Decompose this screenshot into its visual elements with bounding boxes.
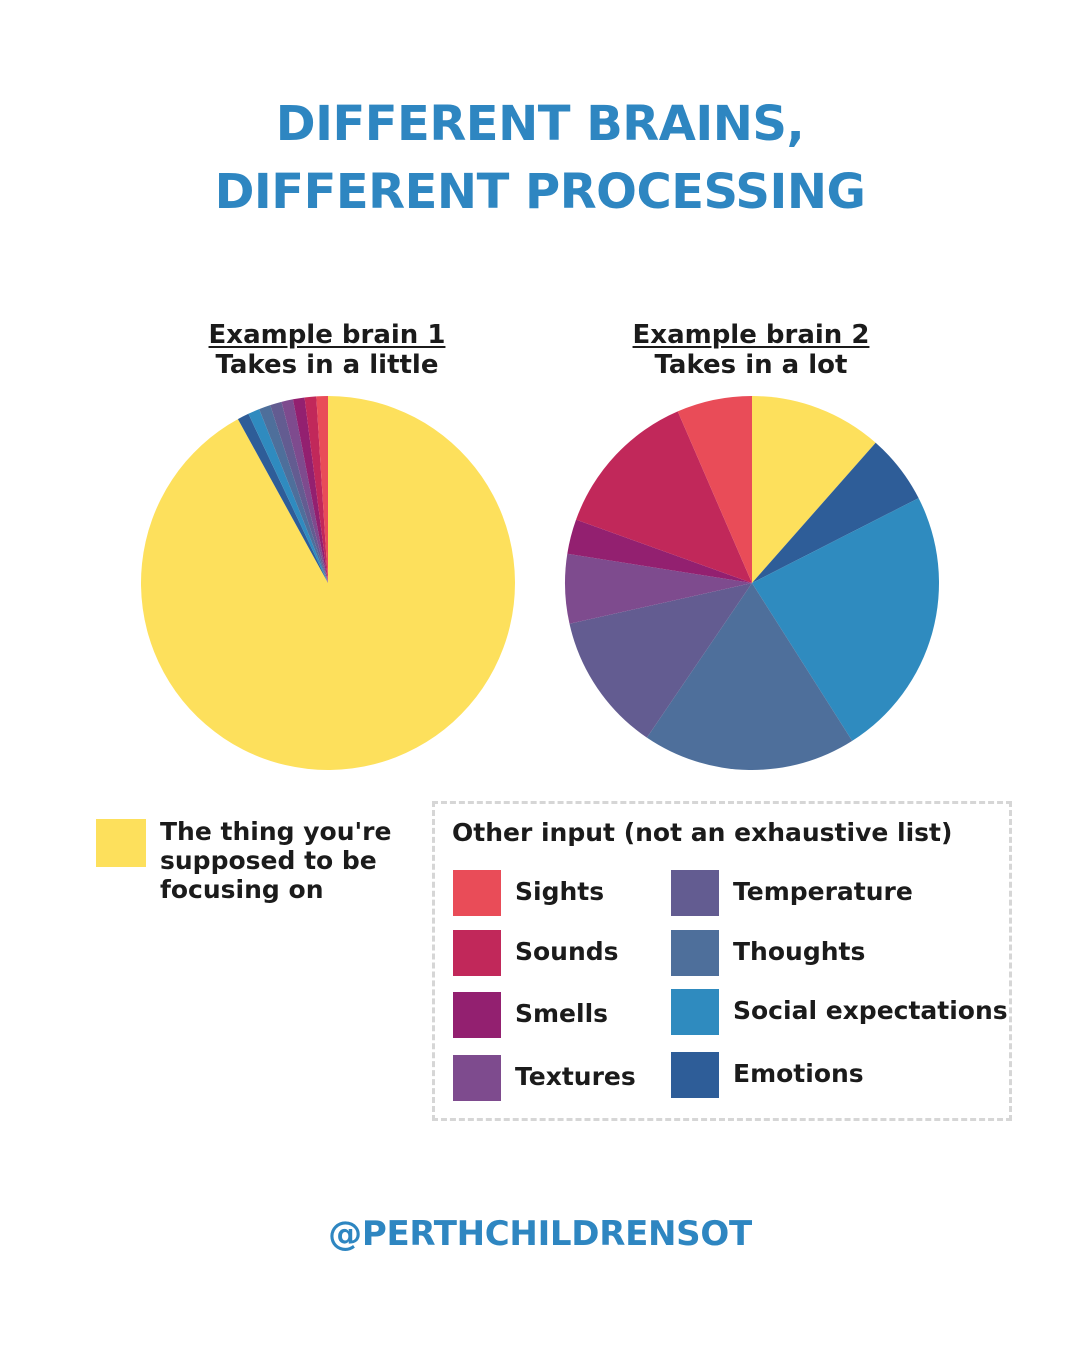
focus-legend-label: The thing you're supposed to be focusing… [160,817,392,904]
legend-swatch-temperature [671,870,719,916]
pie-2-slice-thoughts [646,583,853,770]
legend-swatch-emotions [671,1052,719,1098]
pie-2-slice-emotions [752,442,919,583]
legend-label-smells: Smells [515,999,609,1028]
pie-1-title: Example brain 1 [208,320,446,350]
legend-label-thoughts: Thoughts [733,937,866,966]
pie-2-slice-sounds [576,411,752,583]
legend-swatch-thoughts [671,930,719,976]
other-input-legend-box [432,801,1012,1121]
pie-1-slice-emotions [237,413,328,583]
social-handle: @PERTHCHILDRENSOT [328,1214,752,1254]
pie-1-slice-sights [316,396,328,583]
legend-label-social-expectations: Social expectations [733,996,1008,1025]
legend-label-temperature: Temperature [733,877,913,906]
legend-label-sights: Sights [515,877,605,906]
legend-swatch-sounds [453,930,501,976]
page-title-line-2: DIFFERENT PROCESSING [214,164,866,220]
pie-2-slice-textures [564,553,752,624]
legend-swatch-smells [453,992,501,1038]
pie-2-slice-smells [567,519,752,583]
pie-1-slice-focus [140,396,515,770]
pie-1-heading: Example brain 1 Takes in a little [147,320,507,380]
legend-label-textures: Textures [515,1062,636,1091]
pie-2-heading: Example brain 2 Takes in a lot [571,320,931,380]
focus-legend-swatch [96,819,146,867]
pie-2-slice-sights [677,396,752,583]
other-input-legend-title: Other input (not an exhaustive list) [452,818,953,847]
legend-swatch-textures [453,1055,501,1101]
pie-1-subtitle: Takes in a little [215,350,439,380]
pie-chart-brain-2 [564,396,940,770]
legend-swatch-social-expectations [671,989,719,1035]
pie-chart-brain-1 [140,396,515,770]
pie-1-slice-textures [281,399,328,583]
legend-swatch-sights [453,870,501,916]
pie-2-slice-social-expectations [752,498,940,741]
pie-1-slice-temperature [270,401,328,583]
pie-2-title: Example brain 2 [632,320,870,350]
pie-1-slice-sounds [304,396,328,583]
page-title-line-1: DIFFERENT BRAINS, [275,96,805,152]
pie-2-slice-temperature [569,583,752,738]
legend-label-sounds: Sounds [515,937,619,966]
pie-1-slice-smells [292,397,328,583]
pie-2-slice-focus [752,396,876,583]
pie-1-slice-social-expectations [248,409,328,583]
pie-1-slice-thoughts [259,405,328,583]
legend-label-emotions: Emotions [733,1059,864,1088]
pie-2-subtitle: Takes in a lot [654,350,848,380]
